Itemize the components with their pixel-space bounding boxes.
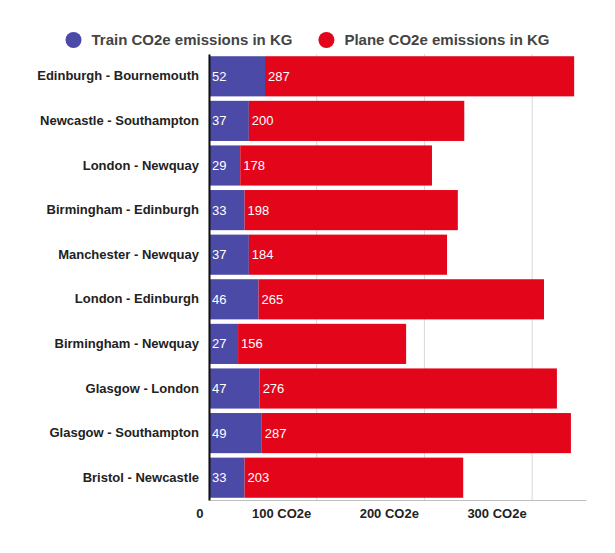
x-axis: 0 100 CO2e 200 CO2e 300 CO2e — [196, 500, 586, 521]
category-label: London - Edinburgh — [75, 291, 199, 306]
data-label: 33 — [212, 470, 226, 485]
data-label: 37 — [212, 247, 226, 262]
data-label: 27 — [212, 336, 226, 351]
data-label: 200 — [252, 113, 274, 128]
bar — [245, 190, 458, 230]
grid-line — [209, 54, 210, 500]
y-tick: Newcastle - Southampton — [40, 113, 209, 128]
bar — [209, 190, 245, 230]
data-label: 198 — [248, 203, 270, 218]
x-tick: 300 CO2e — [467, 500, 532, 521]
chart: 52 37 29 33 37 46 27 47 49 33 287 200 178 198 184 265 15… — [0, 0, 615, 553]
legend-item: Train CO2e emissions in KG — [66, 31, 293, 48]
data-label: 46 — [212, 292, 226, 307]
data-label: 287 — [265, 426, 287, 441]
x-tick-label: 100 CO2e — [252, 506, 311, 521]
y-axis-line — [209, 55, 211, 501]
x-tick-label: 300 CO2e — [467, 506, 526, 521]
bar — [209, 235, 249, 275]
bar — [245, 458, 464, 498]
bar — [238, 324, 406, 364]
legend: Train CO2e emissions in KG Plane CO2e emi… — [66, 31, 550, 48]
y-tick: Birmingham - Newquay — [55, 336, 209, 351]
data-label: 52 — [212, 69, 226, 84]
bar — [209, 368, 260, 408]
y-tick: London - Edinburgh — [75, 291, 209, 306]
data-label: 37 — [212, 113, 226, 128]
x-axis-line — [210, 500, 587, 501]
x-tick: 0 — [196, 500, 209, 521]
bar — [209, 279, 259, 319]
category-label: Bristol - Newcastle — [83, 470, 199, 485]
data-label: 178 — [243, 158, 265, 173]
bar — [249, 101, 464, 141]
category-label: Birmingham - Edinburgh — [47, 202, 199, 217]
y-tick: Birmingham - Edinburgh — [47, 202, 209, 217]
data-label: 33 — [212, 203, 226, 218]
x-tick: 200 CO2e — [360, 500, 425, 521]
bars — [209, 56, 574, 498]
bar — [265, 56, 574, 96]
category-label: Glasgow - Southampton — [50, 425, 200, 440]
data-label: 265 — [262, 292, 284, 307]
y-tick: Edinburgh - Bournemouth — [37, 68, 209, 83]
bar — [259, 279, 544, 319]
bar — [209, 324, 238, 364]
bar — [209, 56, 265, 96]
legend-label: Train CO2e emissions in KG — [92, 31, 293, 48]
legend-swatch — [318, 32, 334, 48]
y-tick: Glasgow - Southampton — [50, 425, 210, 440]
x-tick-label: 0 — [196, 506, 203, 521]
x-tick-label: 200 CO2e — [360, 506, 419, 521]
bar — [262, 413, 571, 453]
data-label: 49 — [212, 426, 226, 441]
y-axis: Edinburgh - Bournemouth Newcastle - South… — [37, 55, 209, 501]
data-label: 156 — [241, 336, 263, 351]
category-label: Edinburgh - Bournemouth — [37, 68, 199, 83]
x-tick: 100 CO2e — [252, 500, 317, 521]
bar — [209, 458, 245, 498]
data-label: 184 — [252, 247, 274, 262]
legend-label: Plane CO2e emissions in KG — [344, 31, 549, 48]
category-label: London - Newquay — [83, 158, 200, 173]
bar — [260, 368, 557, 408]
data-label: 276 — [263, 381, 285, 396]
bar — [249, 235, 447, 275]
y-tick: Bristol - Newcastle — [83, 470, 209, 485]
legend-swatch — [66, 32, 82, 48]
data-label: 47 — [212, 381, 226, 396]
data-label: 29 — [212, 158, 226, 173]
category-label: Glasgow - London — [86, 381, 199, 396]
legend-item: Plane CO2e emissions in KG — [318, 31, 549, 48]
bar — [209, 145, 240, 185]
y-tick: Glasgow - London — [86, 381, 209, 396]
bar — [240, 145, 432, 185]
data-labels: 52 37 29 33 37 46 27 47 49 33 287 200 178 198 184 265 15… — [212, 69, 290, 485]
category-label: Manchester - Newquay — [58, 247, 200, 262]
data-label: 287 — [268, 69, 290, 84]
bar — [209, 101, 249, 141]
category-label: Newcastle - Southampton — [40, 113, 199, 128]
category-label: Birmingham - Newquay — [55, 336, 200, 351]
y-tick: London - Newquay — [83, 158, 209, 173]
y-tick: Manchester - Newquay — [58, 247, 209, 262]
data-label: 203 — [248, 470, 270, 485]
bar — [209, 413, 262, 453]
